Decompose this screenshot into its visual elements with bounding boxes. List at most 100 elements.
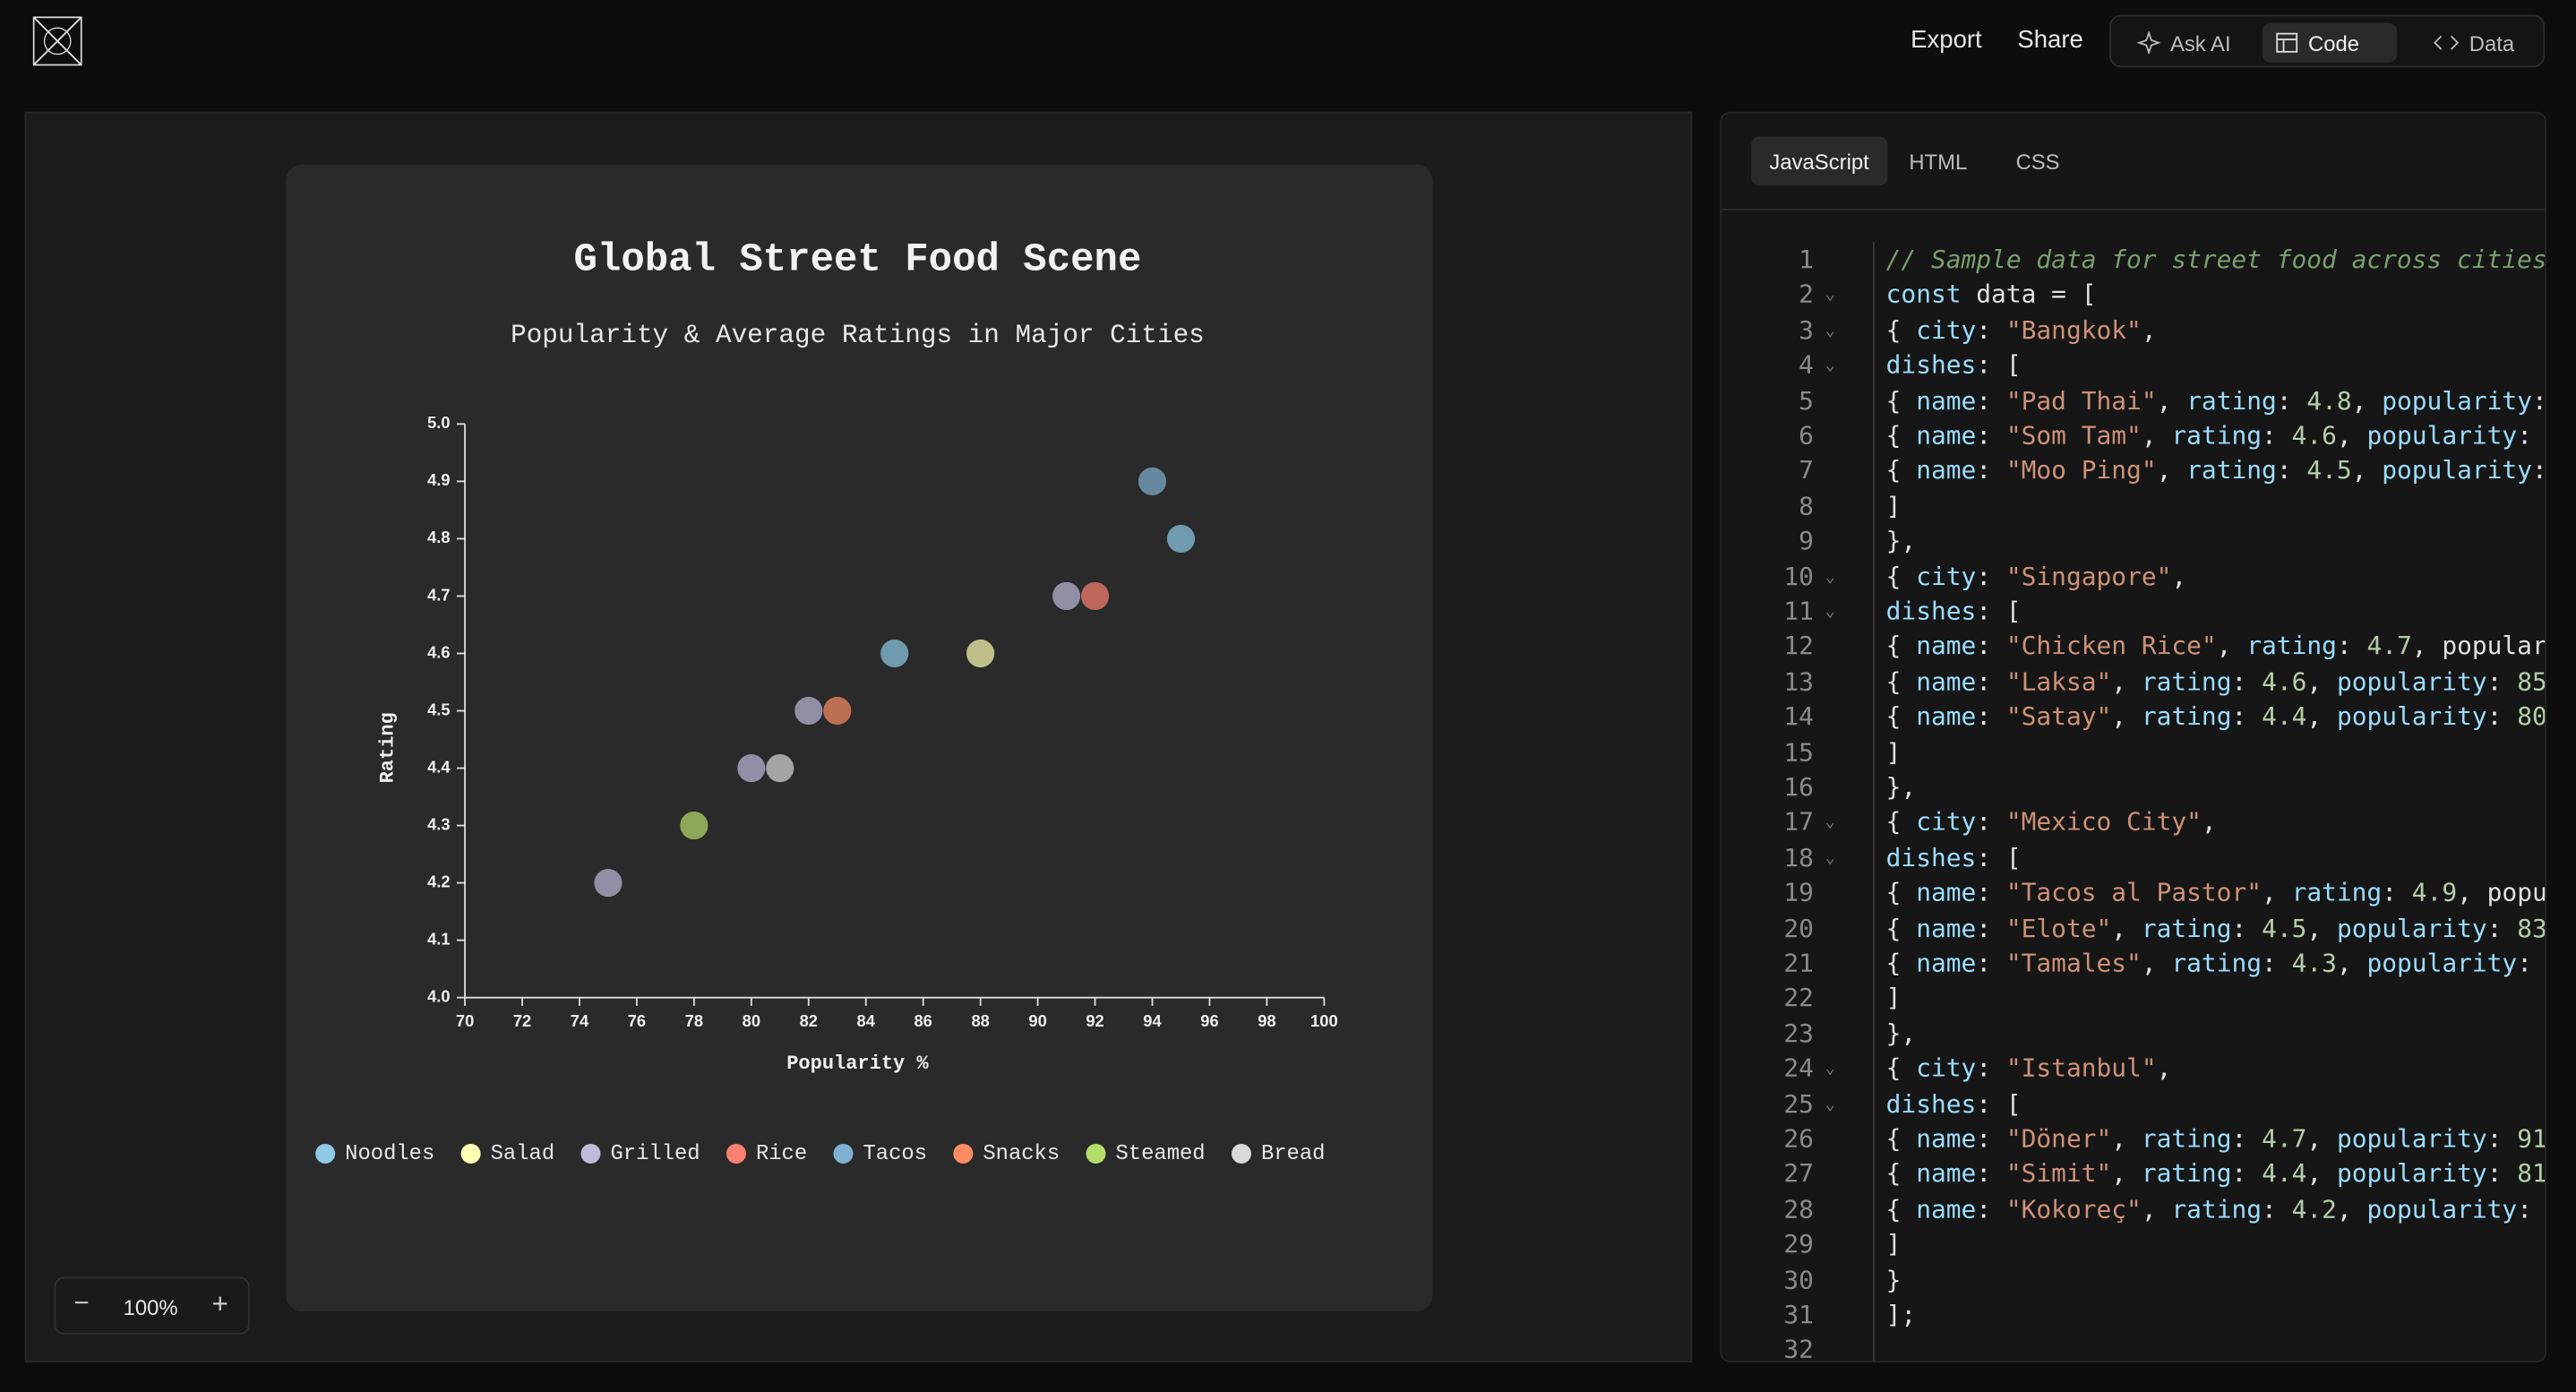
token: : xyxy=(2231,1159,2263,1190)
token: dishes xyxy=(1885,350,1977,381)
token: 91 xyxy=(2517,1123,2547,1154)
token: , xyxy=(2336,948,2367,978)
token: "Istanbul" xyxy=(2005,1053,2157,1084)
token: : [ xyxy=(1976,350,2022,381)
brackets-icon xyxy=(2433,35,2460,50)
token: : xyxy=(1976,807,2006,838)
code-line: dishes: [ xyxy=(1886,1089,2022,1119)
token: "Simit" xyxy=(2005,1159,2112,1190)
code-button[interactable]: Code xyxy=(2262,22,2398,63)
token: : xyxy=(2231,913,2263,943)
token: : xyxy=(2486,1123,2518,1154)
token: ] xyxy=(1885,983,1902,1013)
x-tick-label: 76 xyxy=(628,1011,646,1030)
data-button[interactable]: Data xyxy=(2420,23,2528,63)
token: : [ xyxy=(1976,596,2022,627)
token: popularity xyxy=(2336,1159,2487,1190)
editor-tab[interactable]: HTML xyxy=(1909,149,1968,174)
token: 4.5 xyxy=(2306,455,2352,485)
token: , xyxy=(2156,385,2187,416)
code-line: }, xyxy=(1886,772,1917,802)
zoom-out[interactable]: − xyxy=(73,1290,90,1319)
share-button[interactable]: Share xyxy=(2017,26,2083,55)
fold-toggle[interactable]: ⌄ xyxy=(1825,322,1835,340)
code-line: dishes: [ xyxy=(1886,843,2022,872)
fold-toggle[interactable]: ⌄ xyxy=(1825,603,1835,622)
y-tick-label: 4.7 xyxy=(427,585,450,604)
code-line: dishes: [ xyxy=(1886,350,2022,380)
editor-tab[interactable]: CSS xyxy=(2015,149,2060,174)
token: : xyxy=(2486,913,2518,943)
token: ] xyxy=(1885,491,1902,521)
token: , xyxy=(2141,948,2172,978)
token: "Chicken Rice" xyxy=(2005,632,2217,662)
x-tick-label: 72 xyxy=(513,1011,531,1030)
token: rating xyxy=(2141,666,2232,697)
code-line: ] xyxy=(1886,491,1902,520)
point xyxy=(1052,581,1081,611)
y-tick-label: 4.3 xyxy=(427,814,450,833)
token: name xyxy=(1916,455,1977,485)
export-button[interactable]: Export xyxy=(1911,26,1982,55)
token: city xyxy=(1916,561,1977,591)
ask-ai-button[interactable]: Ask AI xyxy=(2125,23,2245,63)
code-line: { name: "Chicken Rice", rating: 4.7, pop… xyxy=(1886,632,2546,661)
token: rating xyxy=(2141,1123,2232,1154)
legend-swatch xyxy=(580,1143,601,1164)
legend-swatch xyxy=(1231,1143,1251,1164)
code-line: { name: "Tamales", rating: 4.3, populari… xyxy=(1886,949,2532,978)
token: 4.8 xyxy=(2306,385,2352,416)
token: 4.2 xyxy=(2291,1194,2337,1224)
x-axis-label: Popularity % xyxy=(786,1053,929,1075)
token: { xyxy=(1885,1123,1917,1154)
legend-swatch xyxy=(315,1143,336,1164)
fold-toggle[interactable]: ⌄ xyxy=(1825,1095,1835,1114)
token: name xyxy=(1916,913,1977,943)
legend-label: Rice xyxy=(756,1142,807,1166)
token: { xyxy=(1885,420,1917,451)
token: : xyxy=(1976,1159,2006,1190)
fold-toggle[interactable]: ⌄ xyxy=(1825,1060,1835,1078)
line-number: 2 xyxy=(1799,279,1814,310)
point xyxy=(737,753,766,783)
fold-toggle[interactable]: ⌄ xyxy=(1825,568,1835,587)
code-line: { name: "Simit", rating: 4.4, popularity… xyxy=(1886,1159,2546,1189)
token: , xyxy=(2306,666,2337,697)
token: , xyxy=(2306,1123,2337,1154)
point xyxy=(680,811,708,840)
token: 4.7 xyxy=(2262,1123,2307,1154)
legend-label: Tacos xyxy=(863,1142,927,1166)
fold-toggle[interactable]: ⌄ xyxy=(1825,849,1835,868)
token: { xyxy=(1885,314,1917,345)
token: "Bangkok" xyxy=(2005,314,2142,345)
code-line: ]; xyxy=(1886,1300,1917,1329)
logo[interactable] xyxy=(32,16,82,66)
token: : xyxy=(1976,314,2006,345)
token: : [ xyxy=(1976,842,2022,872)
token: : xyxy=(2276,385,2307,416)
x-tick-label: 74 xyxy=(571,1011,589,1030)
legend-label: Bread xyxy=(1261,1142,1325,1166)
line-number: 11 xyxy=(1783,596,1814,627)
line-number: 10 xyxy=(1783,561,1814,591)
token: rating xyxy=(2141,1159,2232,1190)
legend-label: Grilled xyxy=(610,1142,700,1166)
zoom-in[interactable]: + xyxy=(211,1288,228,1320)
code-line: { name: "Som Tam", rating: 4.6, populari… xyxy=(1886,421,2532,451)
token: ]; xyxy=(1885,1300,1917,1330)
legend-label: Noodles xyxy=(345,1142,434,1166)
editor-tab[interactable]: JavaScript xyxy=(1751,136,1887,186)
fold-toggle[interactable]: ⌄ xyxy=(1825,357,1835,375)
line-number: 26 xyxy=(1783,1123,1814,1154)
token: city xyxy=(1916,807,1977,838)
fold-toggle[interactable]: ⌄ xyxy=(1825,813,1835,833)
token: rating xyxy=(2291,878,2383,908)
token: popularity xyxy=(2382,385,2532,416)
token: "Pad Thai" xyxy=(2005,385,2157,416)
token: rating xyxy=(2246,632,2337,662)
token: { xyxy=(1885,807,1917,838)
token: dishes xyxy=(1885,842,1977,872)
code-line: dishes: [ xyxy=(1886,597,2022,626)
fold-toggle[interactable]: ⌄ xyxy=(1825,286,1835,305)
